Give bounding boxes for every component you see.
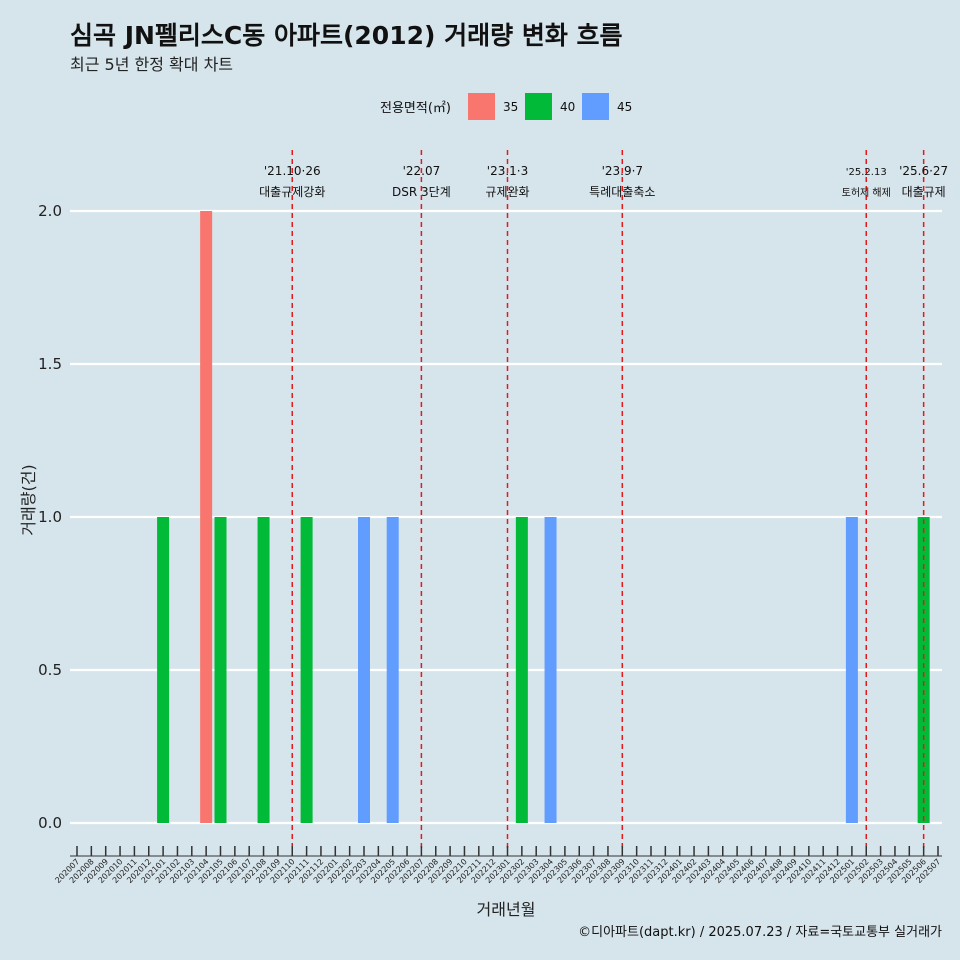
y-axis: 0.0 0.5 1.0 1.5 2.0 — [38, 202, 62, 832]
legend-swatch-40 — [525, 93, 552, 120]
y-tick-label: 1.5 — [38, 355, 62, 373]
bars — [157, 211, 930, 823]
annotation-label: 대출규제 — [902, 185, 946, 199]
legend-label-35: 35 — [503, 100, 518, 114]
bar-40-202302 — [515, 517, 528, 823]
bar-40-202101 — [157, 517, 170, 823]
annotation-date: '21.10·26 — [264, 164, 321, 178]
annotation-date: '25.2.13 — [846, 167, 887, 178]
chart-subtitle: 최근 5년 한정 확대 차트 — [70, 55, 233, 74]
bar-40-202506 — [917, 517, 930, 823]
y-tick-label: 0.5 — [38, 661, 62, 679]
annotation-label: 토허제 해제 — [842, 186, 891, 199]
legend-title: 전용면적(㎡) — [380, 101, 451, 116]
annotation-date: '25.6·27 — [899, 164, 948, 178]
legend-label-45: 45 — [617, 100, 632, 114]
annotation-date: '23.9·7 — [602, 164, 643, 178]
bar-35-202104 — [200, 211, 213, 823]
y-tick-label: 1.0 — [38, 508, 62, 526]
legend-swatch-45 — [582, 93, 609, 120]
annotations: '21.10·26 대출규제강화 '22.07 DSR 3단계 '23.1·3 규제완화 '… — [259, 150, 948, 850]
x-axis: 2020072020082020092020102020112020122021… — [53, 846, 942, 885]
bar-45-202501 — [845, 517, 858, 823]
caption: ©디아파트(dapt.kr) / 2025.07.23 / 자료=국토교통부 실… — [578, 925, 942, 940]
annotation-label: 대출규제강화 — [259, 185, 325, 199]
bar-45-202205 — [386, 517, 399, 823]
annotation-date: '23.1·3 — [487, 164, 528, 178]
legend-swatch-35 — [468, 93, 495, 120]
annotation-date: '22.07 — [403, 164, 441, 178]
y-tick-label: 0.0 — [38, 814, 62, 832]
bar-40-202105 — [214, 517, 227, 823]
bar-45-202304 — [544, 517, 557, 823]
bar-45-202203 — [358, 517, 370, 823]
legend-label-40: 40 — [560, 100, 575, 114]
y-axis-title: 거래량(건) — [19, 464, 38, 535]
legend: 전용면적(㎡) 35 40 45 — [380, 93, 632, 120]
y-tick-label: 2.0 — [38, 202, 62, 220]
annotation-label: 규제완화 — [485, 185, 529, 199]
chart-title: 심곡 JN펠리스C동 아파트(2012) 거래량 변화 흐름 — [70, 21, 623, 50]
annotation-label: 특례대출축소 — [589, 185, 655, 199]
bar-40-202108 — [257, 517, 270, 823]
x-axis-title: 거래년월 — [477, 900, 536, 919]
bar-40-202111 — [300, 517, 313, 823]
annotation-label: DSR 3단계 — [392, 185, 451, 199]
